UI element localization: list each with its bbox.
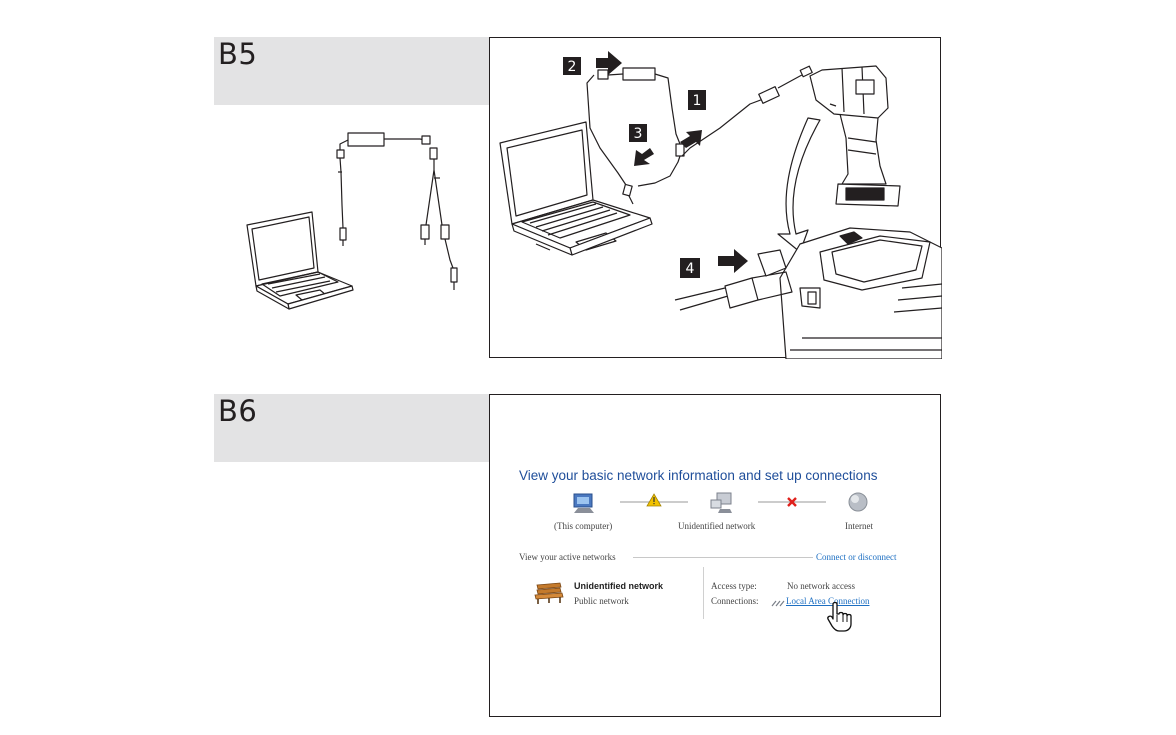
step-badge-1: 1 (680, 90, 706, 148)
connection-steps-illustration: 2 1 3 4 (499, 51, 942, 359)
computer-node-label: (This computer) (554, 521, 613, 531)
laptop-illustration (499, 121, 653, 256)
section-header-b6: B6 (214, 394, 490, 462)
section-title-b5: B5 (218, 37, 258, 71)
connection-icon (771, 600, 785, 607)
section-divider (633, 557, 813, 558)
network-icon (710, 492, 732, 513)
public-network-bench-icon (534, 582, 564, 604)
access-type-value: No network access (787, 581, 855, 591)
warning-icon (646, 493, 662, 507)
step-badge-3: 3 (629, 124, 654, 166)
local-area-connection-link[interactable]: Local Area Connection (786, 596, 870, 606)
connection-steps-panel: 2 1 3 4 (489, 37, 942, 359)
power-tool-illustration (809, 65, 901, 207)
computer-icon (573, 493, 594, 513)
svg-text:2: 2 (568, 59, 577, 75)
details-divider (703, 567, 704, 619)
svg-text:3: 3 (634, 126, 643, 142)
svg-text:1: 1 (693, 93, 702, 109)
charger-illustration (779, 227, 942, 359)
section-title-b6: B6 (218, 394, 258, 428)
step-badge-4: 4 (680, 249, 748, 278)
network-type: Public network (574, 596, 629, 606)
adapter-illustration (622, 67, 656, 81)
globe-icon (848, 492, 868, 512)
insert-arrow-illustration (777, 117, 821, 253)
connect-or-disconnect-link[interactable]: Connect or disconnect (816, 552, 897, 562)
hand-cursor-icon (827, 601, 852, 632)
network-map (573, 492, 868, 513)
network-node-label: Unidentified network (678, 521, 756, 531)
network-heading: View your basic network information and … (519, 468, 878, 483)
usb-adapter-illustration (347, 132, 385, 147)
step-badge-2: 2 (563, 51, 622, 75)
connections-label: Connections: (711, 596, 759, 606)
section-header-b5: B5 (214, 37, 490, 105)
access-type-label: Access type: (711, 581, 757, 591)
svg-text:4: 4 (686, 261, 695, 277)
active-networks-label: View your active networks (519, 552, 616, 562)
network-name: Unidentified network (574, 581, 664, 591)
internet-node-label: Internet (845, 521, 873, 531)
error-icon (787, 497, 797, 507)
network-screen-panel: View your basic network information and … (489, 394, 941, 717)
small-laptop-illustration (246, 211, 354, 310)
